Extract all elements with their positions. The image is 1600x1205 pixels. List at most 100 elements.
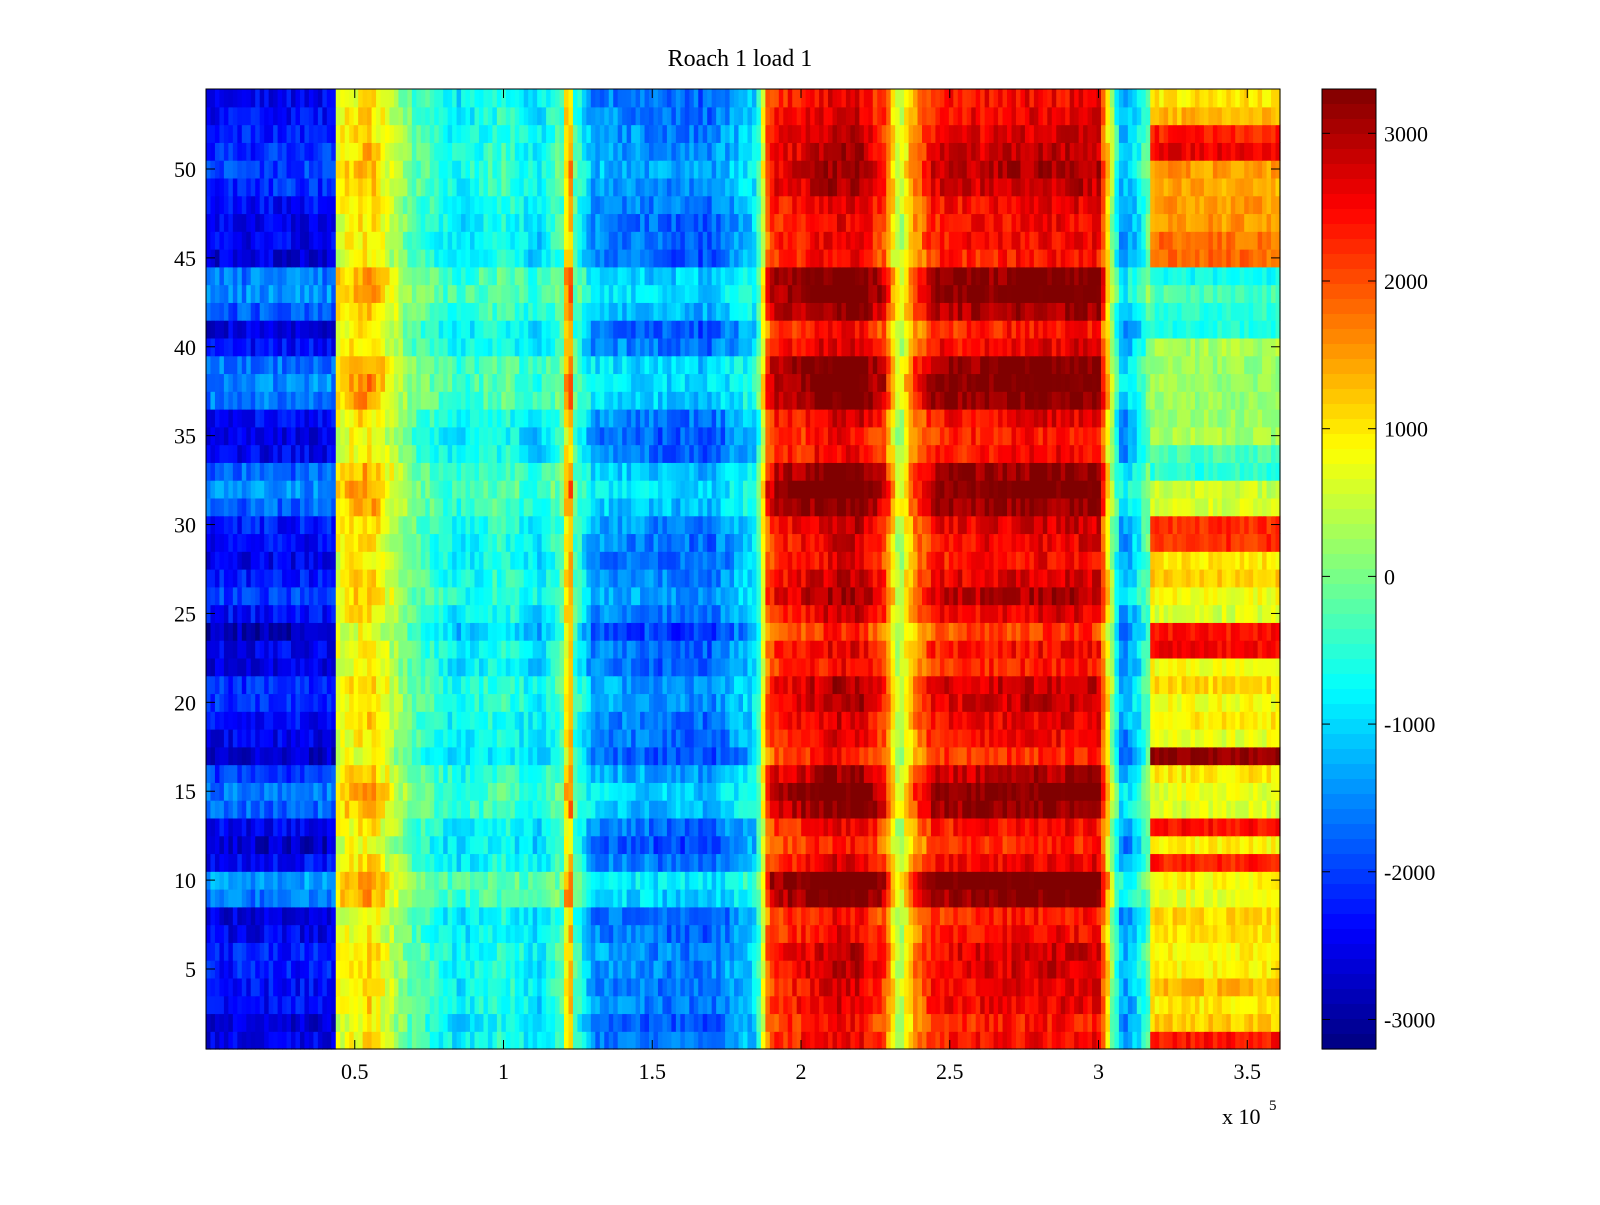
heatmap-cell	[1145, 1031, 1151, 1050]
heatmap-cell	[805, 729, 811, 748]
heatmap-cell	[948, 924, 954, 943]
heatmap-cell	[935, 835, 941, 855]
heatmap-cell	[237, 711, 243, 730]
heatmap-cell	[1145, 1013, 1151, 1032]
heatmap-cell	[881, 906, 887, 926]
heatmap-cell	[456, 924, 462, 943]
heatmap-cell	[1186, 782, 1192, 801]
heatmap-cell	[532, 1031, 538, 1050]
heatmap-cell	[684, 764, 690, 783]
heatmap-cell	[913, 942, 919, 961]
heatmap-cell	[917, 835, 923, 855]
heatmap-cell	[854, 853, 860, 872]
heatmap-cell	[541, 995, 547, 1015]
heatmap-cell	[1087, 889, 1093, 908]
heatmap-cell	[608, 853, 614, 872]
heatmap-cell	[443, 1031, 449, 1050]
heatmap-cell	[657, 977, 664, 997]
heatmap-cell	[1118, 977, 1124, 997]
heatmap-cell	[452, 835, 458, 855]
heatmap-cell	[836, 995, 843, 1015]
heatmap-cell	[1127, 1013, 1133, 1032]
heatmap-cell	[411, 977, 417, 997]
heatmap-cell	[778, 960, 784, 979]
heatmap-cell	[743, 853, 749, 872]
heatmap-cell	[340, 871, 346, 890]
heatmap-cell	[1141, 889, 1147, 908]
heatmap-cell	[1123, 764, 1129, 783]
heatmap-cell	[268, 889, 274, 908]
heatmap-cell	[250, 906, 256, 926]
heatmap-cell	[751, 782, 758, 801]
heatmap-cell	[353, 782, 359, 801]
heatmap-cell	[559, 746, 565, 766]
heatmap-cell	[1168, 693, 1174, 712]
heatmap-cell	[590, 729, 596, 748]
heatmap-cell	[832, 782, 838, 801]
heatmap-cell	[644, 800, 650, 819]
heatmap-cell	[206, 942, 212, 961]
heatmap-cell	[971, 942, 977, 961]
heatmap-cell	[465, 1031, 471, 1050]
heatmap-cell	[590, 835, 596, 855]
heatmap-cell	[626, 746, 632, 766]
heatmap-cell	[532, 942, 538, 961]
heatmap-cell	[872, 693, 878, 712]
heatmap-cell	[711, 871, 717, 890]
heatmap-cell	[259, 871, 265, 890]
heatmap-cell	[877, 800, 883, 819]
heatmap-cell	[1101, 906, 1107, 926]
heatmap-cell	[1051, 942, 1057, 961]
heatmap-cell	[532, 817, 538, 837]
heatmap-cell	[1083, 764, 1089, 783]
heatmap-cell	[474, 675, 480, 695]
heatmap-cell	[1145, 693, 1151, 712]
heatmap-cell	[998, 871, 1004, 890]
heatmap-cell	[371, 995, 377, 1015]
heatmap-cell	[953, 1013, 959, 1032]
heatmap-cell	[1190, 1031, 1196, 1050]
heatmap-cell	[868, 693, 874, 712]
heatmap-cell	[1199, 746, 1205, 766]
heatmap-cell	[1020, 693, 1026, 712]
heatmap-cell	[425, 942, 431, 961]
heatmap-cell	[1051, 1031, 1057, 1050]
heatmap-cell	[1163, 729, 1169, 748]
heatmap-cell	[787, 711, 793, 730]
heatmap-cell	[1074, 693, 1080, 712]
heatmap-cell	[1132, 871, 1138, 890]
heatmap-cell	[1168, 853, 1174, 872]
heatmap-cell	[796, 693, 802, 712]
heatmap-cell	[975, 889, 981, 908]
heatmap-cell	[532, 729, 538, 748]
heatmap-cell	[617, 924, 623, 943]
heatmap-cell	[1060, 1031, 1066, 1050]
heatmap-cell	[1078, 693, 1084, 712]
heatmap-cell	[470, 711, 476, 730]
heatmap-cell	[1002, 1031, 1008, 1050]
heatmap-cell	[1114, 729, 1120, 748]
heatmap-cell	[751, 817, 758, 837]
heatmap-cell	[989, 746, 995, 766]
heatmap-cell	[398, 711, 404, 730]
heatmap-cell	[577, 853, 583, 872]
heatmap-cell	[581, 1031, 587, 1050]
heatmap-cell	[1177, 853, 1183, 872]
heatmap-cell	[546, 1031, 552, 1050]
heatmap-cell	[702, 995, 708, 1015]
heatmap-cell	[537, 746, 543, 766]
heatmap-cell	[953, 871, 959, 890]
heatmap-cell	[823, 853, 829, 872]
heatmap-cell	[738, 782, 744, 801]
heatmap-cell	[899, 835, 905, 855]
heatmap-cell	[774, 853, 780, 872]
heatmap-cell	[877, 942, 883, 961]
heatmap-cell	[568, 853, 574, 872]
heatmap-cell	[729, 995, 735, 1015]
heatmap-cell	[282, 1013, 288, 1032]
heatmap-cell	[702, 729, 708, 748]
heatmap-cell	[465, 729, 471, 748]
heatmap-cell	[398, 942, 404, 961]
heatmap-cell	[282, 853, 288, 872]
heatmap-cell	[555, 800, 561, 819]
